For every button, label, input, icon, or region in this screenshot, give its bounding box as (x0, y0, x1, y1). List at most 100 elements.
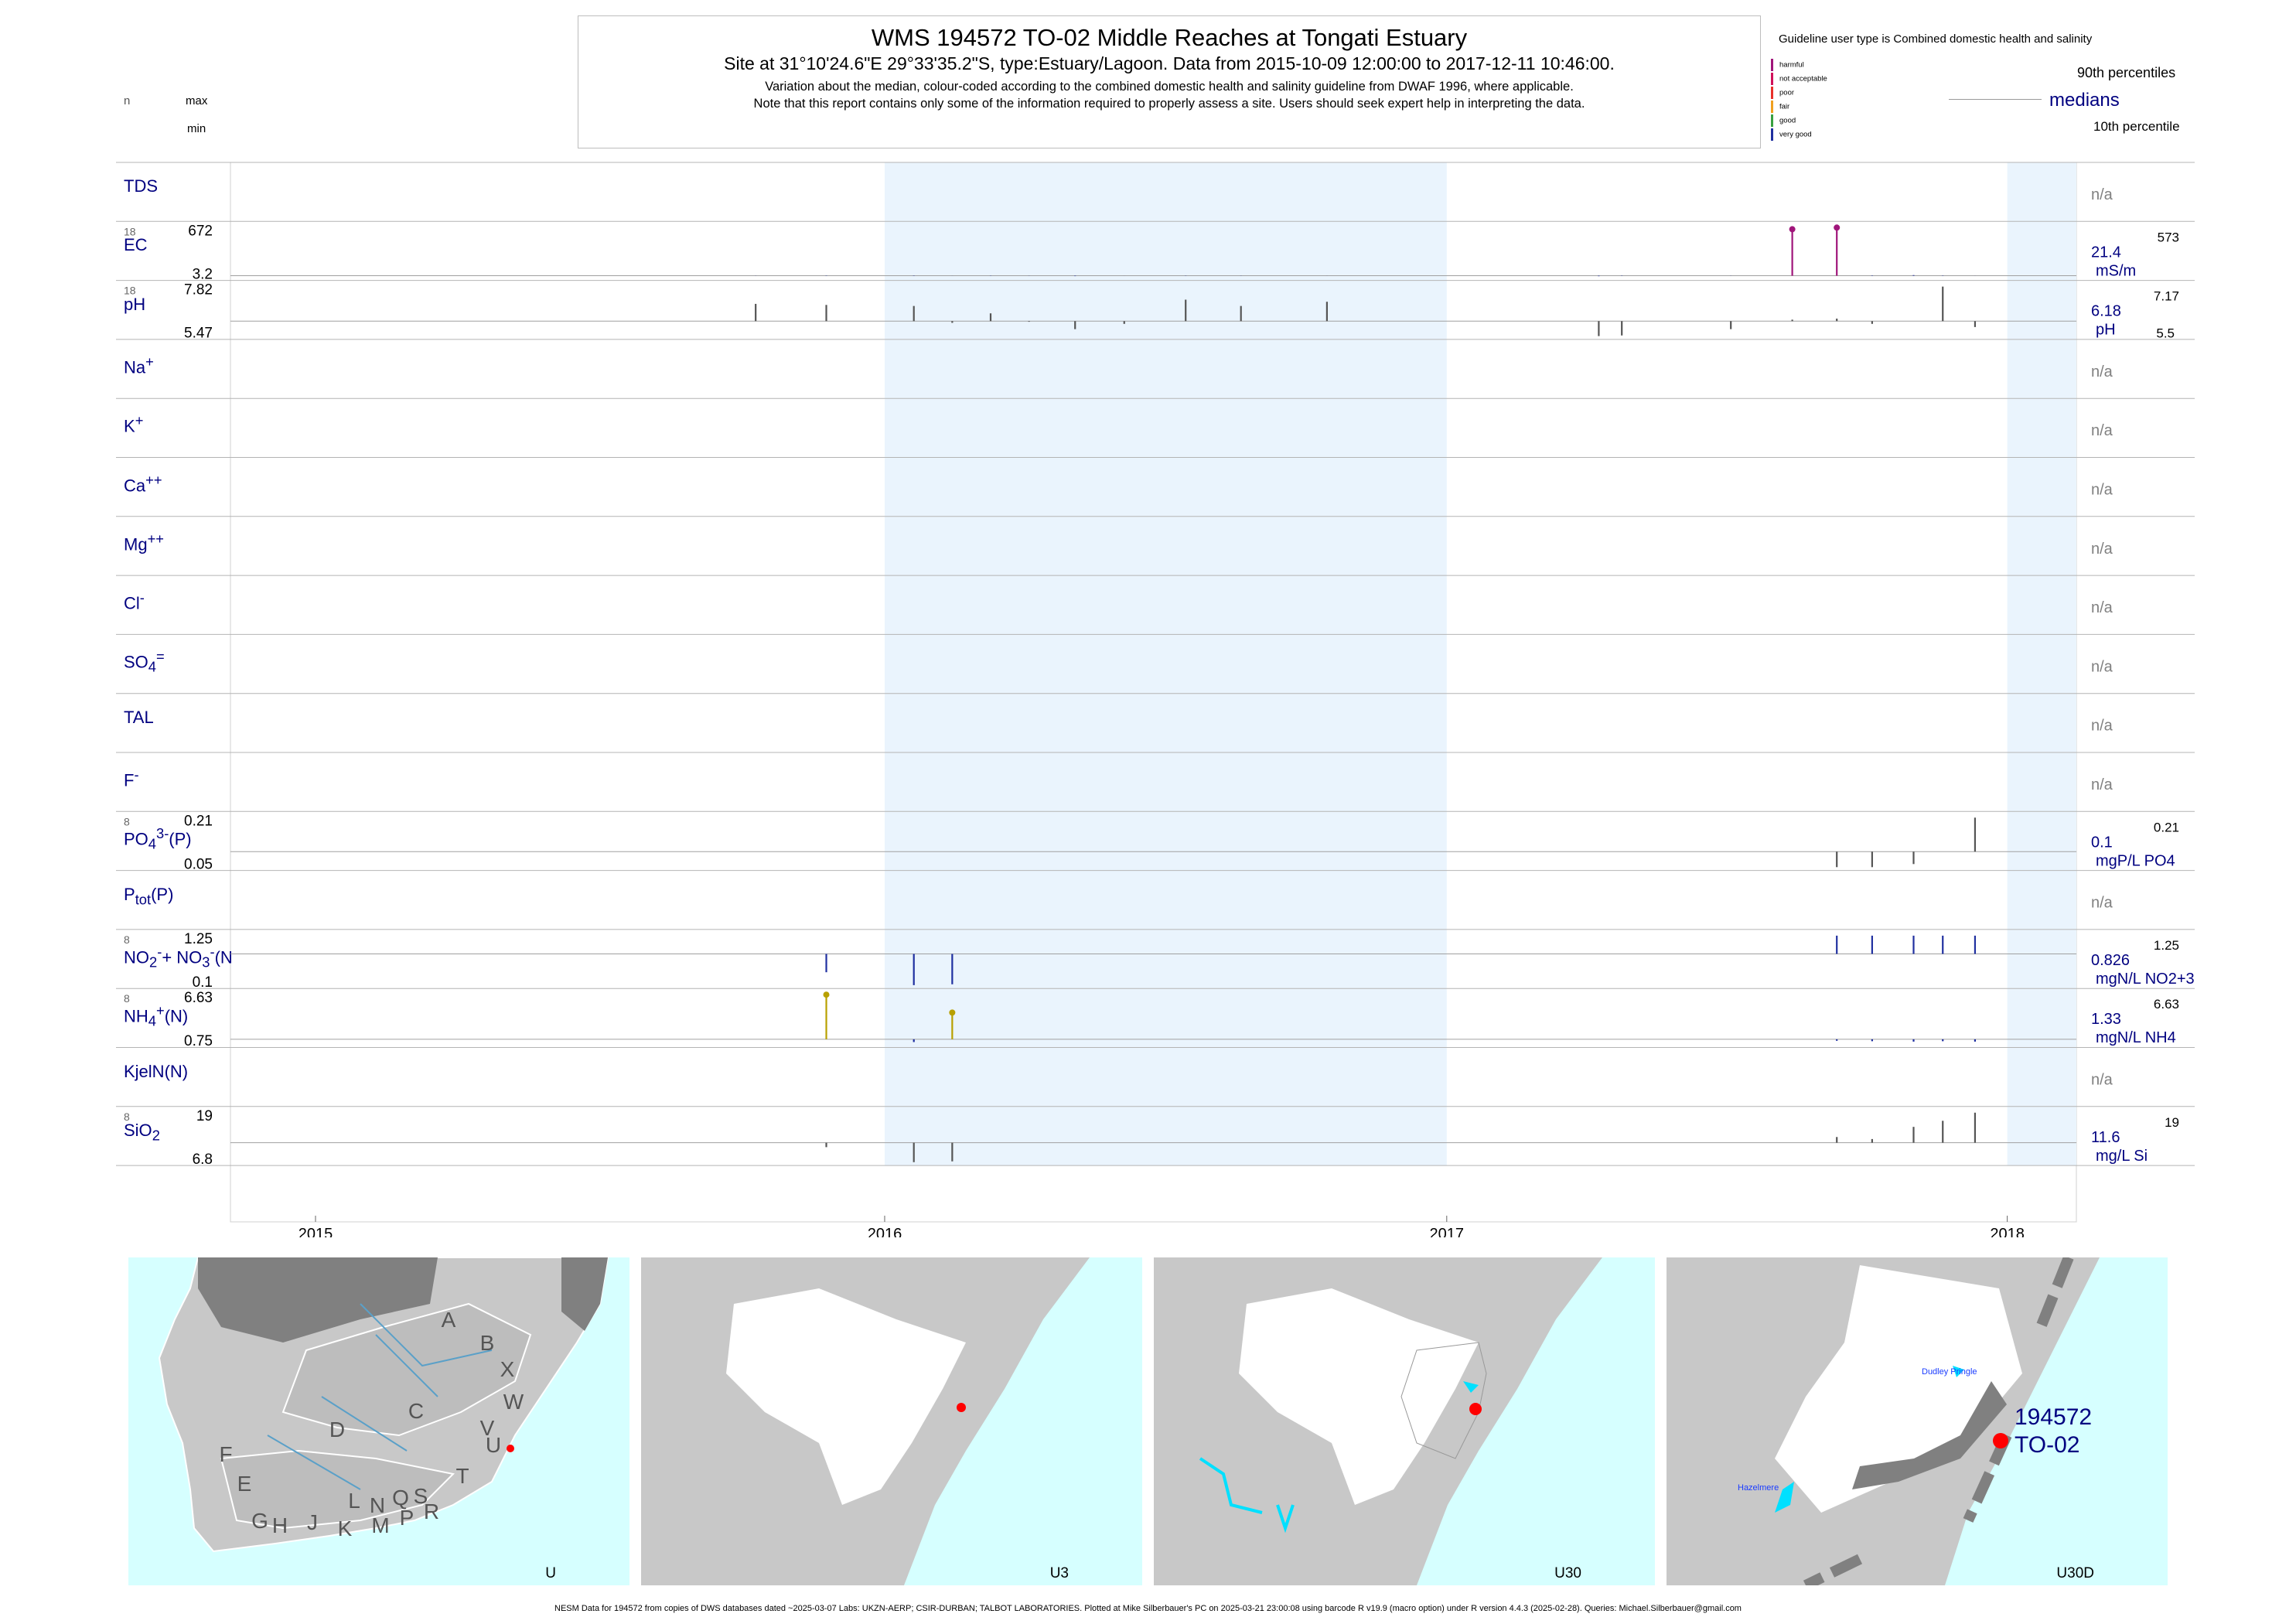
parameter-name: K+ (124, 412, 144, 436)
row-p90-po4: 0.21 (2154, 820, 2179, 834)
row-label-sio2: SiO2 (124, 1120, 160, 1144)
row-n-ec: 18 (124, 225, 136, 237)
legend-class-label: poor (1779, 88, 1795, 97)
region-letter-F: F (219, 1442, 232, 1466)
row-label-mg: Mg++ (124, 530, 164, 554)
row-na-na: n/a (2091, 363, 2113, 380)
parameter-name: F- (124, 766, 139, 790)
legend-class-4: good (1771, 114, 1796, 127)
map-label-u3: U3 (1049, 1565, 1069, 1581)
row-min-ph: 5.47 (184, 326, 213, 342)
report-header: WMS 194572 TO-02 Middle Reaches at Tonga… (578, 15, 1761, 148)
row-na-tds: n/a (2091, 186, 2113, 203)
row-min-nh4: 0.75 (184, 1033, 213, 1049)
legend-class-0: harmful (1771, 59, 1804, 71)
row-label-ph: pH (124, 294, 146, 314)
map-u30-graphic (1154, 1257, 1602, 1585)
row-unit-ph: pH (2096, 322, 2116, 339)
row-median-po4: 0.1 (2091, 834, 2113, 851)
row-label-tal: TAL (124, 707, 154, 727)
report-note-2: Note that this report contains only some… (753, 97, 1585, 111)
legend-class-label: harmful (1779, 60, 1804, 70)
data-point-ec (1834, 224, 1841, 231)
region-letter-P: P (400, 1506, 415, 1530)
region-letter-B: B (480, 1331, 495, 1355)
legend-swatch (1771, 101, 1773, 113)
x-tick-label-2018: 2018 (1990, 1226, 2025, 1237)
row-min-no23: 0.1 (193, 974, 213, 991)
row-median-no23: 0.826 (2091, 952, 2130, 969)
row-p90-no23: 1.25 (2154, 938, 2179, 953)
row-p90-sio2: 19 (2165, 1115, 2179, 1130)
region-letter-D: D (329, 1418, 345, 1441)
parameter-name: Mg++ (124, 530, 164, 554)
legend-p90: 90th percentiles (2077, 65, 2176, 80)
row-p90-nh4: 6.63 (2154, 997, 2179, 1012)
map-panel-u30d: 194572 TO-02 Dudley Pringle Hazelmere U3… (1667, 1257, 2168, 1585)
parameter-name: TDS (124, 176, 158, 196)
legend-class-label: very good (1779, 130, 1812, 139)
row-max-po4: 0.21 (184, 813, 213, 829)
row-min-po4: 0.05 (184, 856, 213, 872)
key-max: max (186, 94, 208, 107)
map-label-u: U (545, 1565, 556, 1581)
report-subtitle: Site at 31°10'24.6"E 29°33'35.2"S, type:… (724, 53, 1615, 73)
report-title: WMS 194572 TO-02 Middle Reaches at Tonga… (871, 24, 1468, 51)
legend-guideline: Guideline user type is Combined domestic… (1779, 32, 2093, 46)
row-label-tds: TDS (124, 176, 158, 196)
row-label-ca: Ca++ (124, 472, 162, 495)
row-label-ptot: Ptot(P) (124, 885, 173, 907)
parameter-name: KjelN(N) (124, 1061, 189, 1081)
legend-class-label: fair (1779, 102, 1790, 111)
region-letter-V: V (480, 1416, 495, 1440)
row-median-ph: 6.18 (2091, 303, 2121, 320)
parameter-name: TAL (124, 707, 154, 727)
row-unit-nh4: mgN/L NH4 (2096, 1029, 2176, 1046)
row-na-so4: n/a (2091, 658, 2113, 675)
place-dudley-pringle: Dudley Pringle (1922, 1367, 1977, 1377)
row-unit-no23: mgN/L NO2+3 (2096, 971, 2195, 988)
map-u3-graphic (641, 1257, 1090, 1585)
row-label-po4: PO43-(P) (124, 825, 192, 853)
region-letter-N: N (370, 1493, 385, 1517)
legend-swatch (1771, 128, 1773, 141)
map-label-u30: U30 (1554, 1565, 1581, 1581)
site-id-label: 194572 (2015, 1404, 2093, 1430)
region-letter-G: G (251, 1509, 268, 1533)
parameter-name: SiO2 (124, 1120, 160, 1144)
legend-class-2: poor (1771, 87, 1794, 99)
row-na-f: n/a (2091, 776, 2113, 793)
region-letter-L: L (348, 1489, 360, 1513)
region-letter-J: J (307, 1510, 318, 1534)
row-n-nh4: 8 (124, 992, 130, 1005)
shaded-year-2018 (2007, 162, 2076, 1166)
legend-swatch (1771, 87, 1773, 99)
legend-medians: medians (2049, 90, 2120, 111)
parameter-name: Cl- (124, 589, 145, 613)
row-label-ec: EC (124, 235, 148, 255)
row-median-ec: 21.4 (2091, 244, 2121, 261)
region-letter-C: C (408, 1399, 424, 1423)
legend-p10: 10th percentile (2093, 119, 2180, 134)
row-na-cl: n/a (2091, 599, 2113, 616)
row-n-sio2: 8 (124, 1111, 130, 1123)
map-label-u30d: U30D (2056, 1565, 2094, 1581)
row-label-k: K+ (124, 412, 144, 436)
parameter-name: EC (124, 235, 148, 255)
row-p90-ec: 573 (2158, 230, 2179, 244)
row-label-f: F- (124, 766, 139, 790)
data-point-nh4 (823, 991, 830, 998)
parameter-name: PO43-(P) (124, 825, 192, 853)
parameter-name: NO2-+ NO3-(N) (124, 943, 232, 971)
parameter-name: pH (124, 294, 146, 314)
row-p90-ph: 7.17 (2154, 289, 2179, 304)
legend-swatch (1771, 73, 1773, 85)
row-unit-sio2: mg/L Si (2096, 1148, 2148, 1165)
row-max-ph: 7.82 (184, 282, 213, 299)
row-n-ph: 18 (124, 285, 136, 297)
legend-class-1: not acceptable (1771, 73, 1827, 85)
row-p10-ph: 5.5 (2156, 326, 2175, 341)
